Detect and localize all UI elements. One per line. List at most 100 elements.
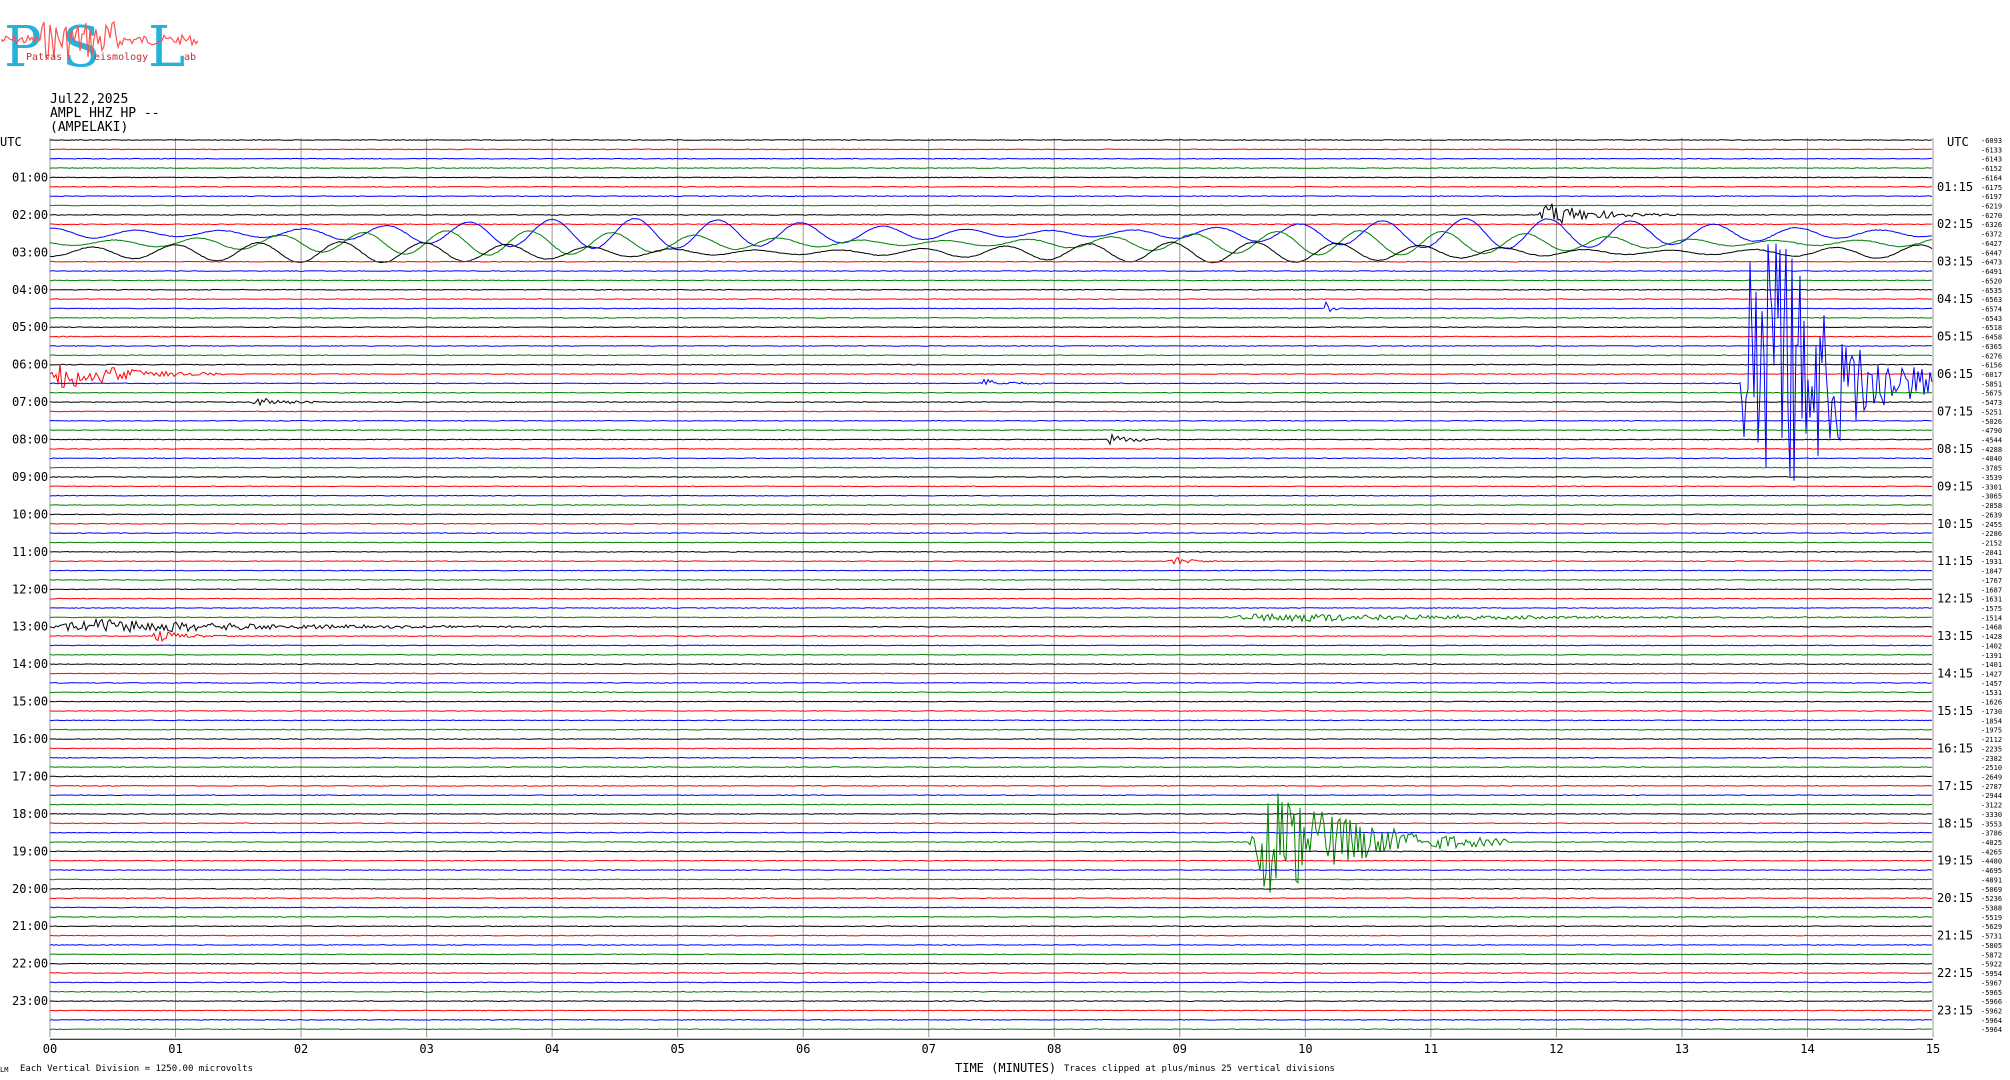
trace-offset-label: -2639 bbox=[1981, 511, 2002, 519]
clip-note: Traces clipped at plus/minus 25 vertical… bbox=[1064, 1064, 1335, 1074]
seismic-trace bbox=[49, 176, 1933, 179]
hour-label-right: 18:15 bbox=[1937, 816, 1973, 830]
hour-label-left: 08:00 bbox=[12, 433, 48, 447]
trace-offset-label: -1687 bbox=[1981, 586, 2002, 594]
left-utc-title: UTC bbox=[0, 135, 22, 149]
trace-offset-label: -2787 bbox=[1981, 783, 2002, 791]
seismic-trace bbox=[49, 738, 1933, 740]
trace-offset-label: -6197 bbox=[1981, 193, 2002, 201]
scale-note: Each Vertical Division = 1250.00 microvo… bbox=[20, 1064, 253, 1074]
seismic-trace bbox=[49, 550, 1933, 553]
seismic-trace bbox=[49, 710, 1933, 712]
trace-offset-label: -1847 bbox=[1981, 568, 2002, 576]
seismic-trace bbox=[49, 719, 1933, 722]
seismic-trace bbox=[50, 972, 1933, 974]
hour-label-right: 17:15 bbox=[1937, 779, 1973, 793]
trace-offset-label: -6164 bbox=[1981, 174, 2002, 182]
seismic-trace bbox=[49, 522, 1933, 525]
seismic-trace bbox=[49, 700, 1933, 703]
corner-mark: LM bbox=[0, 1066, 9, 1074]
hour-label-left: 01:00 bbox=[12, 170, 48, 184]
seismic-trace bbox=[49, 410, 1933, 413]
seismic-trace bbox=[49, 345, 1933, 347]
axis-labels: UTC UTC 01:00 02:00 03:00 04:00 05:00 06:00 07:0… bbox=[0, 135, 2002, 1056]
trace-offset-label: -3330 bbox=[1981, 811, 2002, 819]
x-tick-label: 09 bbox=[1173, 1042, 1187, 1056]
trace-offset-label: -6156 bbox=[1981, 362, 2002, 370]
trace-offset-label: -5805 bbox=[1981, 942, 2002, 950]
seismic-trace bbox=[49, 981, 1933, 984]
trace-offset-label: -2112 bbox=[1981, 736, 2002, 744]
trace-offset-label: -6133 bbox=[1981, 146, 2002, 154]
trace-offset-label: -6543 bbox=[1981, 315, 2002, 323]
seismic-trace bbox=[49, 579, 1933, 581]
hour-label-right: 20:15 bbox=[1937, 891, 1973, 905]
seismic-trace bbox=[49, 494, 1933, 497]
logo-word: Patras bbox=[26, 52, 62, 63]
x-tick-label: 11 bbox=[1424, 1042, 1438, 1056]
hour-label-right: 03:15 bbox=[1937, 255, 1973, 269]
x-tick-label: 06 bbox=[796, 1042, 810, 1056]
seismic-trace bbox=[49, 663, 1933, 666]
seismic-trace bbox=[49, 859, 1933, 862]
seismic-trace bbox=[50, 756, 1933, 759]
trace-offset-label: -3553 bbox=[1981, 820, 2002, 828]
trace-offset-label: -6491 bbox=[1981, 268, 2002, 276]
trace-offset-label: -5965 bbox=[1981, 989, 2002, 997]
seismic-trace bbox=[49, 203, 1933, 225]
x-tick-label: 12 bbox=[1549, 1042, 1563, 1056]
x-tick-label: 05 bbox=[670, 1042, 684, 1056]
trace-offset-label: -1626 bbox=[1981, 699, 2002, 707]
seismic-trace bbox=[49, 897, 1933, 900]
trace-offset-label: -6276 bbox=[1981, 352, 2002, 360]
seismic-trace bbox=[49, 1028, 1932, 1031]
seismic-trace bbox=[49, 813, 1933, 815]
trace-offset-label: -1575 bbox=[1981, 605, 2002, 613]
trace-offset-label: -4040 bbox=[1981, 455, 2002, 463]
trace-offset-label: -6175 bbox=[1981, 184, 2002, 192]
seismic-trace bbox=[49, 298, 1933, 301]
trace-offset-label: -1457 bbox=[1981, 680, 2002, 688]
seismic-trace bbox=[49, 747, 1933, 750]
x-tick-label: 02 bbox=[294, 1042, 308, 1056]
seismic-trace bbox=[49, 229, 1933, 256]
hour-label-right: 13:15 bbox=[1937, 629, 1973, 643]
x-tick-label: 13 bbox=[1675, 1042, 1689, 1056]
trace-offset-label: -5388 bbox=[1981, 905, 2002, 913]
trace-offset-label: -2382 bbox=[1981, 755, 2002, 763]
seismic-trace bbox=[50, 607, 1933, 609]
trace-offset-label: -3301 bbox=[1981, 483, 2002, 491]
seismic-trace bbox=[50, 300, 1933, 313]
hour-label-left: 09:00 bbox=[12, 470, 48, 484]
hour-label-right: 23:15 bbox=[1937, 1003, 1973, 1017]
seismic-trace bbox=[49, 1009, 1933, 1012]
hour-label-right: 19:15 bbox=[1937, 854, 1973, 868]
seismic-trace bbox=[49, 953, 1933, 956]
logo-letter: P bbox=[4, 15, 42, 80]
seismic-trace bbox=[49, 270, 1933, 272]
trace-offset-label: -2944 bbox=[1981, 792, 2002, 800]
trace-offset-label: -6518 bbox=[1981, 324, 2002, 332]
seismic-trace bbox=[50, 195, 1933, 198]
seismic-trace bbox=[49, 288, 1933, 291]
hour-label-left: 10:00 bbox=[12, 507, 48, 521]
seismic-trace bbox=[49, 990, 1932, 993]
seismic-trace bbox=[49, 354, 1933, 357]
trace-offset-label: -4480 bbox=[1981, 858, 2002, 866]
trace-offset-label: -5675 bbox=[1981, 390, 2002, 398]
hour-label-left: 17:00 bbox=[12, 769, 48, 783]
trace-offset-label: -4790 bbox=[1981, 427, 2002, 435]
seismic-trace bbox=[49, 391, 1932, 394]
trace-offset-label: -2041 bbox=[1981, 549, 2002, 557]
x-tick-label: 04 bbox=[545, 1042, 559, 1056]
seismic-trace bbox=[49, 672, 1933, 675]
hour-label-right: 16:15 bbox=[1937, 741, 1973, 755]
seismic-trace bbox=[49, 925, 1933, 928]
trace-offset-label: -2649 bbox=[1981, 773, 2002, 781]
hour-label-left: 20:00 bbox=[12, 882, 48, 896]
trace-offset-label: -5872 bbox=[1981, 951, 2002, 959]
seismic-trace bbox=[49, 476, 1933, 478]
seismic-trace bbox=[49, 167, 1933, 169]
trace-offset-label: -5519 bbox=[1981, 914, 2002, 922]
